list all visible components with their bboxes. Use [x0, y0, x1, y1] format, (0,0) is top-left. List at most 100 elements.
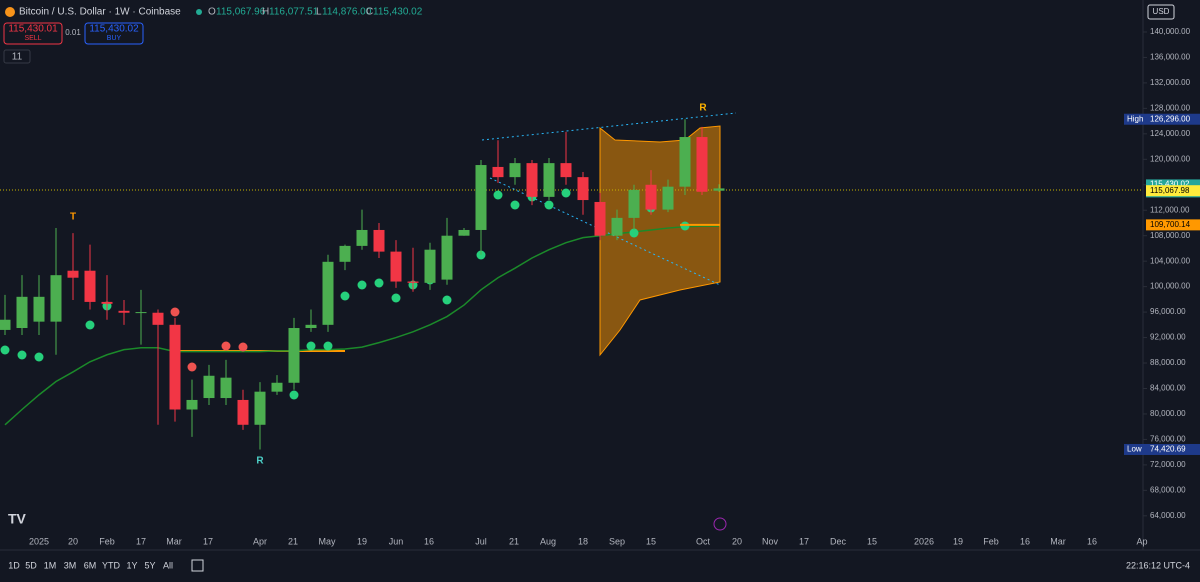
- range-button[interactable]: 6M: [84, 560, 97, 570]
- range-button[interactable]: 1D: [8, 560, 20, 570]
- signal-dot: [34, 352, 44, 362]
- x-tick-label: Oct: [696, 536, 711, 546]
- candle-body: [118, 310, 130, 313]
- signal-dot: [391, 293, 401, 303]
- currency: USD: [1153, 7, 1170, 16]
- plot: 64,000.00 68,000.00 72,000.00 76,000.00 80,0…: [0, 27, 1200, 546]
- sell-label: SELL: [24, 35, 41, 42]
- signal-marker: R: [699, 103, 707, 114]
- candle-body: [339, 245, 351, 262]
- x-tick-label: 15: [867, 536, 877, 546]
- candle-body: [628, 189, 640, 218]
- candle-body: [135, 312, 147, 314]
- y-tick-label: 108,000.00: [1150, 231, 1191, 240]
- event-icon[interactable]: [713, 517, 727, 531]
- signal-dot: [187, 362, 197, 372]
- y-tick-label: 96,000.00: [1150, 307, 1186, 316]
- candle-body: [713, 188, 725, 191]
- signal-dot: [476, 250, 486, 260]
- candle-body: [594, 201, 606, 236]
- symbol-icon: [5, 7, 15, 17]
- x-tick-label: Jul: [475, 536, 487, 546]
- range-button[interactable]: 1Y: [126, 560, 137, 570]
- y-tick-label: 80,000.00: [1150, 409, 1186, 418]
- price-tag: [1124, 443, 1146, 455]
- x-tick-label: 17: [799, 536, 809, 546]
- price-tag: [1146, 443, 1200, 455]
- range-button[interactable]: 1M: [44, 560, 57, 570]
- sell-price: 115,430.01: [8, 24, 58, 35]
- candle-body: [0, 319, 11, 330]
- range-button[interactable]: 3M: [64, 560, 77, 570]
- range-button[interactable]: YTD: [102, 560, 121, 570]
- signal-dot: [0, 345, 10, 355]
- signal-dot: [374, 278, 384, 288]
- logo: TV: [8, 511, 27, 527]
- price-tag-label: 115,067.98: [1150, 186, 1190, 195]
- indicators-toggle[interactable]: [3, 49, 31, 64]
- candle-body: [645, 184, 657, 210]
- price-tag-name: Low: [1127, 445, 1142, 454]
- ohlc-label: O: [208, 7, 216, 18]
- signal-dot: [17, 350, 27, 360]
- x-tick-label: Aug: [540, 536, 556, 546]
- y-tick-label: 92,000.00: [1150, 333, 1186, 342]
- signal-dot: [357, 280, 367, 290]
- price-tag-label: 115,430.02: [1150, 180, 1190, 189]
- sell-button[interactable]: [3, 22, 63, 45]
- candle-body: [458, 229, 470, 236]
- signal-dot: [306, 341, 316, 351]
- clock: 22:16:12 UTC-4: [1126, 560, 1190, 570]
- candle-body: [33, 296, 45, 322]
- range-button[interactable]: All: [163, 560, 173, 570]
- price-tag-label: 126,296.00: [1150, 114, 1191, 123]
- candle-body: [696, 137, 708, 192]
- y-tick-label: 120,000.00: [1150, 154, 1191, 163]
- ohlc-label: H: [262, 7, 269, 18]
- candle-body: [322, 261, 334, 325]
- candle-body: [509, 163, 521, 178]
- candle-body: [441, 235, 453, 280]
- y-tick-label: 68,000.00: [1150, 485, 1186, 494]
- signal-dot: [289, 390, 299, 400]
- candle-body: [288, 328, 300, 383]
- price-tag-name: High: [1127, 114, 1143, 123]
- y-tick-label: 128,000.00: [1150, 103, 1191, 112]
- date-range-icon[interactable]: [191, 559, 204, 572]
- x-tick-label: Jun: [389, 536, 404, 546]
- signal-dot: [221, 341, 231, 351]
- x-tick-label: Feb: [983, 536, 999, 546]
- x-tick-label: Nov: [762, 536, 779, 546]
- toolbar: [0, 551, 1200, 582]
- candle-body: [492, 166, 504, 178]
- signal-dot: [323, 341, 333, 351]
- price-tag: [1146, 185, 1200, 197]
- candle-body: [526, 163, 538, 197]
- indicator-count: 11: [12, 52, 23, 63]
- currency-button[interactable]: [1147, 4, 1175, 20]
- range-button[interactable]: 5D: [25, 560, 37, 570]
- candle-body: [373, 229, 385, 252]
- x-tick-label: 16: [1020, 536, 1030, 546]
- x-tick-label: 20: [732, 536, 742, 546]
- x-tick-label: Sep: [609, 536, 625, 546]
- y-tick-label: 124,000.00: [1150, 129, 1191, 138]
- candle-body: [356, 229, 368, 246]
- x-tick-label: 16: [1087, 536, 1097, 546]
- buy-price: 115,430.02: [89, 24, 139, 35]
- candle-body: [424, 249, 436, 283]
- signal-dot: [510, 200, 520, 210]
- candle-body: [390, 251, 402, 282]
- y-tick-label: 132,000.00: [1150, 78, 1191, 87]
- signal-dot: [544, 200, 554, 210]
- ohlc-value: 115,067.96: [216, 7, 266, 18]
- candle-body: [577, 177, 589, 201]
- buy-button[interactable]: [84, 22, 144, 45]
- x-tick-label: May: [318, 536, 336, 546]
- signal-dot: [85, 320, 95, 330]
- x-tick-label: 20: [68, 536, 78, 546]
- range-button[interactable]: 5Y: [144, 560, 155, 570]
- symbol: Bitcoin / U.S. Dollar · 1W · Coinbase: [19, 7, 181, 18]
- candle-body: [220, 377, 232, 399]
